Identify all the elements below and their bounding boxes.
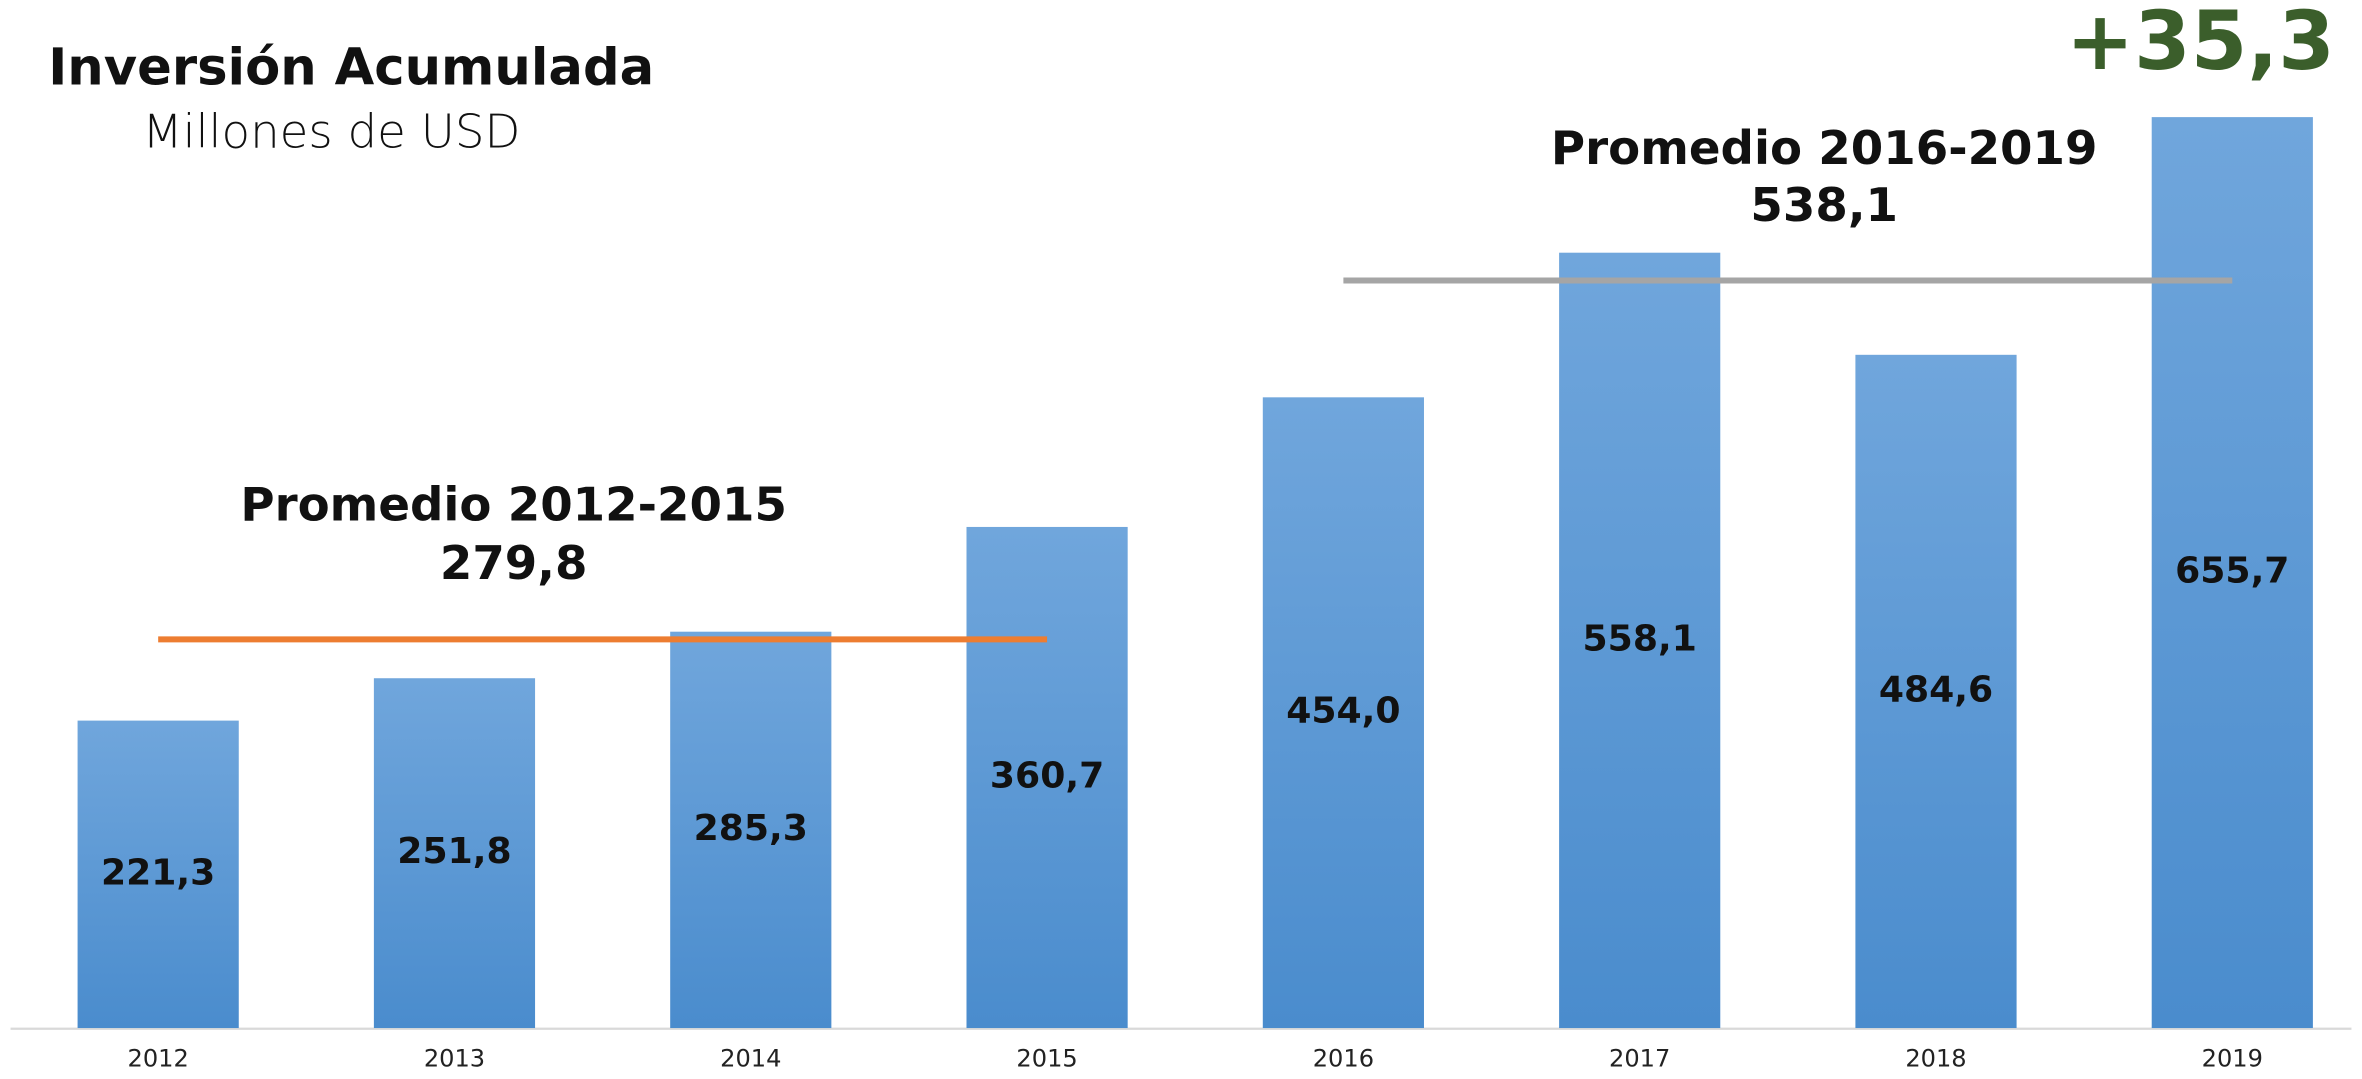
data-label: 655,7 [2175, 550, 2289, 592]
data-label: 558,1 [1583, 617, 1697, 659]
annotation: +35,3 [2066, 0, 2335, 89]
bar [1855, 354, 2017, 1029]
average-value-label: 279,8 [440, 536, 588, 590]
data-label: 360,7 [990, 755, 1104, 797]
bar [670, 631, 832, 1029]
x-tick-label: 2017 [1609, 1045, 1670, 1073]
x-tick-label: 2015 [1016, 1045, 1077, 1073]
data-label: 285,3 [694, 807, 808, 849]
average-value-label: 538,1 [1750, 178, 1898, 232]
data-label: 484,6 [1879, 668, 1993, 710]
x-tick-label: 2014 [720, 1045, 781, 1073]
bar [373, 678, 536, 1029]
chart-title: Inversión Acumulada [48, 39, 654, 98]
average-label: Promedio 2012-2015 [240, 478, 787, 532]
bar [77, 720, 239, 1029]
x-tick-label: 2018 [1905, 1045, 1966, 1073]
average-label: Promedio 2016-2019 [1551, 121, 2098, 175]
data-label: 454,0 [1286, 690, 1400, 732]
bar [1262, 397, 1424, 1029]
x-tick-label: 2012 [128, 1045, 189, 1073]
data-label: 221,3 [101, 851, 215, 893]
x-tick-label: 2019 [2202, 1045, 2263, 1073]
data-label: 251,8 [397, 830, 511, 872]
chart-subtitle: Millones de USD [142, 104, 520, 158]
bar [2151, 117, 2313, 1029]
bar [966, 526, 1128, 1029]
x-tick-label: 2013 [424, 1045, 485, 1073]
x-tick-label: 2016 [1313, 1045, 1374, 1073]
bar [1559, 252, 1721, 1029]
